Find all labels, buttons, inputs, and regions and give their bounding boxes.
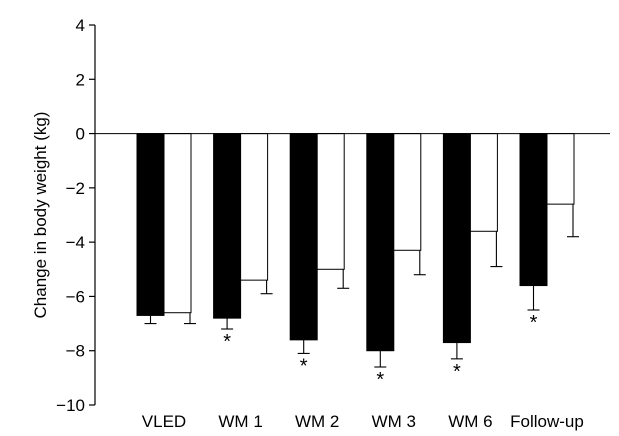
significance-marker: * [453,361,461,383]
y-tick-label: −2 [66,179,85,198]
significance-marker: * [530,312,538,334]
bar-series-2 [316,133,345,270]
y-tick-label: −6 [66,287,85,306]
y-tick-label: −10 [56,396,85,415]
bar-series-2 [240,133,269,281]
bar-series-1 [366,133,395,352]
y-tick-label: 4 [76,16,85,35]
bar-series-2 [469,133,498,232]
bar-series-1 [136,133,165,316]
bar-series-1 [213,133,242,319]
category-label: WM 1 [218,412,262,431]
category-label: WM 2 [295,412,339,431]
bar-series-2 [163,133,192,314]
bar-series-1 [289,133,318,341]
y-tick-label: −4 [66,233,85,252]
bar-series-1 [442,133,471,344]
significance-marker: * [223,331,231,353]
category-label: VLED [142,412,186,431]
y-axis-title: Change in body weight (kg) [31,112,50,319]
significance-marker: * [376,369,384,391]
bar-series-1 [519,133,548,287]
y-tick-label: −8 [66,342,85,361]
category-label: Follow-up [510,412,584,431]
bar-series-2 [546,133,575,205]
significance-marker: * [300,355,308,377]
category-label: WM 3 [372,412,416,431]
y-tick-label: 0 [76,125,85,144]
category-label: WM 6 [448,412,492,431]
y-tick-label: 2 [76,70,85,89]
bar-series-2 [393,133,422,251]
bars-layer: * * * * * [136,133,579,391]
y-axis: 4 2 0 −2 −4 −6 −8 −10 [56,16,610,415]
category-labels: VLED WM 1 WM 2 WM 3 WM 6 Follow-up [142,412,584,431]
